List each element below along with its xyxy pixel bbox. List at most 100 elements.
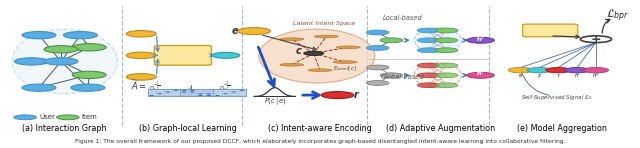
Text: (c) Intent-aware Encoding: (c) Intent-aware Encoding (268, 124, 372, 133)
FancyBboxPatch shape (523, 24, 578, 37)
Circle shape (435, 83, 458, 88)
Circle shape (435, 63, 458, 68)
Text: Local-based: Local-based (383, 15, 422, 21)
Circle shape (417, 38, 440, 43)
Circle shape (417, 83, 440, 88)
Text: e: e (232, 26, 239, 36)
Text: Item: Item (82, 114, 97, 120)
Ellipse shape (314, 35, 338, 38)
Text: Passing: Passing (168, 53, 197, 59)
Circle shape (56, 115, 79, 120)
Circle shape (546, 67, 571, 73)
Text: (e) Model Aggregation: (e) Model Aggregation (516, 124, 607, 133)
Circle shape (367, 30, 389, 35)
Ellipse shape (12, 29, 117, 94)
Circle shape (126, 52, 156, 59)
Text: $\mathcal{A}$: $\mathcal{A}$ (186, 82, 194, 92)
Circle shape (149, 95, 154, 96)
Text: Message: Message (166, 50, 199, 57)
Circle shape (198, 93, 203, 94)
Text: (b) Graph-local Learning: (b) Graph-local Learning (140, 124, 237, 133)
Circle shape (367, 81, 389, 85)
Text: GNN Layer: GNN Layer (534, 29, 566, 34)
Circle shape (223, 93, 228, 94)
Text: e: e (519, 73, 522, 78)
Circle shape (467, 72, 494, 78)
Circle shape (238, 28, 271, 35)
FancyBboxPatch shape (148, 89, 180, 96)
Ellipse shape (336, 46, 360, 49)
Text: Next: Next (542, 26, 559, 31)
Circle shape (22, 32, 56, 39)
Circle shape (435, 38, 458, 43)
Ellipse shape (280, 38, 304, 41)
Ellipse shape (333, 61, 357, 63)
Circle shape (182, 90, 186, 91)
Circle shape (212, 52, 240, 58)
Circle shape (72, 71, 106, 79)
Circle shape (206, 95, 211, 96)
Text: (d) Adaptive Augmentation: (d) Adaptive Augmentation (387, 124, 495, 133)
Text: $D_{(u)}^{-\frac{1}{2}}$: $D_{(u)}^{-\frac{1}{2}}$ (150, 80, 161, 94)
Text: User: User (39, 114, 55, 120)
Circle shape (239, 90, 244, 91)
FancyBboxPatch shape (180, 89, 212, 96)
Circle shape (584, 67, 609, 73)
Ellipse shape (280, 63, 304, 66)
Circle shape (44, 58, 78, 65)
Circle shape (367, 46, 389, 50)
Ellipse shape (414, 63, 461, 88)
Circle shape (63, 32, 97, 39)
Circle shape (321, 92, 354, 99)
Circle shape (564, 67, 589, 73)
Circle shape (157, 93, 162, 94)
Circle shape (304, 51, 324, 56)
Circle shape (126, 74, 156, 80)
Circle shape (15, 58, 49, 65)
Text: $P(c\,|\,e)$: $P(c\,|\,e)$ (264, 96, 286, 107)
Circle shape (435, 73, 458, 78)
Circle shape (198, 95, 203, 96)
Circle shape (467, 37, 494, 43)
Text: Figure 1: The overall framework of our proposed DCCF, which elaborately incorpor: Figure 1: The overall framework of our p… (75, 139, 565, 144)
Text: +: + (591, 33, 602, 46)
Text: c: c (295, 46, 301, 56)
Text: Self-Supervised Signal $\mathcal{L}_S$: Self-Supervised Signal $\mathcal{L}_S$ (522, 93, 593, 102)
FancyBboxPatch shape (154, 46, 211, 65)
Text: $E_{intent}[c]$: $E_{intent}[c]$ (333, 64, 357, 73)
Circle shape (417, 73, 440, 78)
Circle shape (44, 46, 78, 53)
Text: $h^l$: $h^l$ (573, 71, 580, 81)
Text: Global-based: Global-based (381, 74, 424, 80)
Circle shape (508, 67, 533, 73)
Circle shape (71, 84, 105, 91)
Circle shape (367, 65, 389, 70)
Circle shape (190, 90, 195, 91)
Ellipse shape (308, 69, 332, 71)
Text: $\mathbf{h}^{\beta}$: $\mathbf{h}^{\beta}$ (476, 34, 485, 44)
Text: r: r (557, 73, 559, 78)
Circle shape (435, 48, 458, 53)
Circle shape (126, 31, 156, 37)
Circle shape (22, 84, 56, 91)
Ellipse shape (414, 28, 461, 53)
Text: Latent Intent Space: Latent Intent Space (293, 21, 355, 25)
Ellipse shape (259, 29, 375, 83)
Circle shape (580, 36, 612, 43)
Circle shape (72, 44, 106, 51)
Circle shape (14, 115, 36, 120)
Circle shape (417, 28, 440, 33)
Circle shape (174, 90, 179, 91)
Circle shape (215, 95, 220, 96)
Circle shape (435, 28, 458, 33)
Text: $h^\gamma$: $h^\gamma$ (592, 72, 600, 80)
Circle shape (417, 63, 440, 68)
Text: (a) Interaction Graph: (a) Interaction Graph (22, 124, 107, 133)
Circle shape (206, 93, 211, 94)
Circle shape (380, 38, 403, 43)
Text: $\mathcal{L}_{bpr}$: $\mathcal{L}_{bpr}$ (606, 7, 630, 24)
Text: r: r (354, 90, 359, 100)
Text: z: z (223, 51, 228, 60)
Text: z: z (538, 73, 541, 78)
Circle shape (417, 48, 440, 53)
